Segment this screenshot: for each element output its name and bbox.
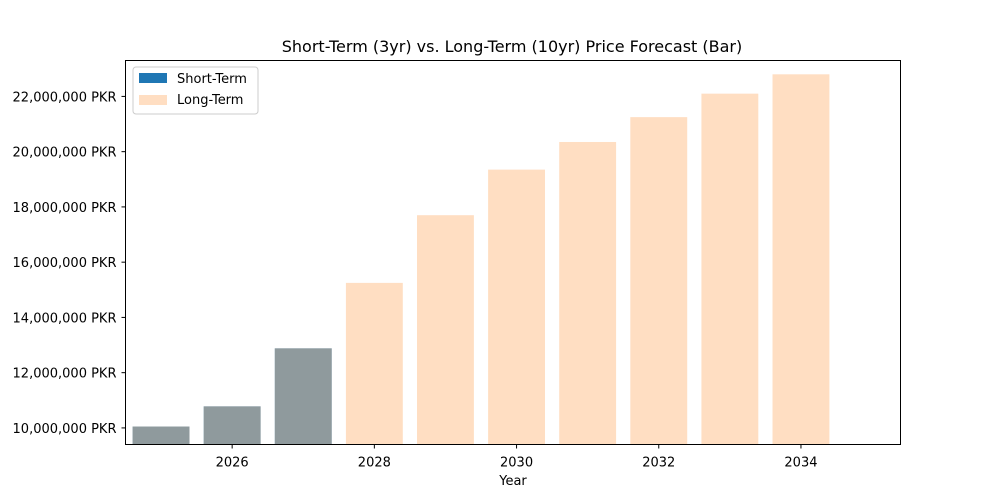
x-axis-ticks: 2026 2028 2030 2032 2034 bbox=[216, 444, 818, 471]
x-tick-label: 2032 bbox=[642, 456, 675, 471]
bar-long-term-2027 bbox=[274, 348, 332, 445]
y-tick-label: 10,000,000 PKR bbox=[13, 422, 117, 437]
bar-long-term-2033 bbox=[701, 93, 759, 445]
y-tick-label: 12,000,000 PKR bbox=[13, 367, 117, 382]
y-tick-label: 18,000,000 PKR bbox=[13, 201, 117, 216]
x-tick-label: 2030 bbox=[500, 456, 533, 471]
chart-title: Short-Term (3yr) vs. Long-Term (10yr) Pr… bbox=[282, 37, 743, 56]
bar-long-term-2031 bbox=[559, 141, 617, 445]
legend-swatch-long-term bbox=[139, 95, 167, 105]
x-axis-label: Year bbox=[498, 474, 527, 489]
y-tick-label: 22,000,000 PKR bbox=[13, 90, 117, 105]
bars-group bbox=[132, 74, 830, 445]
legend-swatch-short-term bbox=[139, 73, 167, 83]
x-tick-label: 2034 bbox=[784, 456, 817, 471]
legend: Short-Term Long-Term bbox=[132, 66, 259, 115]
legend-label-short-term: Short-Term bbox=[177, 72, 247, 87]
plot-frame bbox=[125, 60, 901, 445]
y-tick-label: 16,000,000 PKR bbox=[13, 256, 117, 271]
y-axis-ticks: 10,000,000 PKR 12,000,000 PKR 14,000,000 P… bbox=[13, 90, 126, 437]
x-tick-label: 2028 bbox=[358, 456, 391, 471]
bar-long-term-2032 bbox=[630, 117, 688, 445]
bar-long-term-2025 bbox=[132, 426, 190, 445]
bar-long-term-2034 bbox=[772, 74, 830, 445]
x-tick-label: 2026 bbox=[216, 456, 249, 471]
y-tick-label: 14,000,000 PKR bbox=[13, 311, 117, 326]
bar-long-term-2028 bbox=[345, 282, 403, 445]
legend-label-long-term: Long-Term bbox=[177, 93, 243, 108]
bar-long-term-2030 bbox=[488, 169, 545, 445]
y-tick-label: 20,000,000 PKR bbox=[13, 146, 117, 161]
bar-long-term-2026 bbox=[203, 406, 261, 445]
bar-long-term-2029 bbox=[417, 215, 474, 445]
